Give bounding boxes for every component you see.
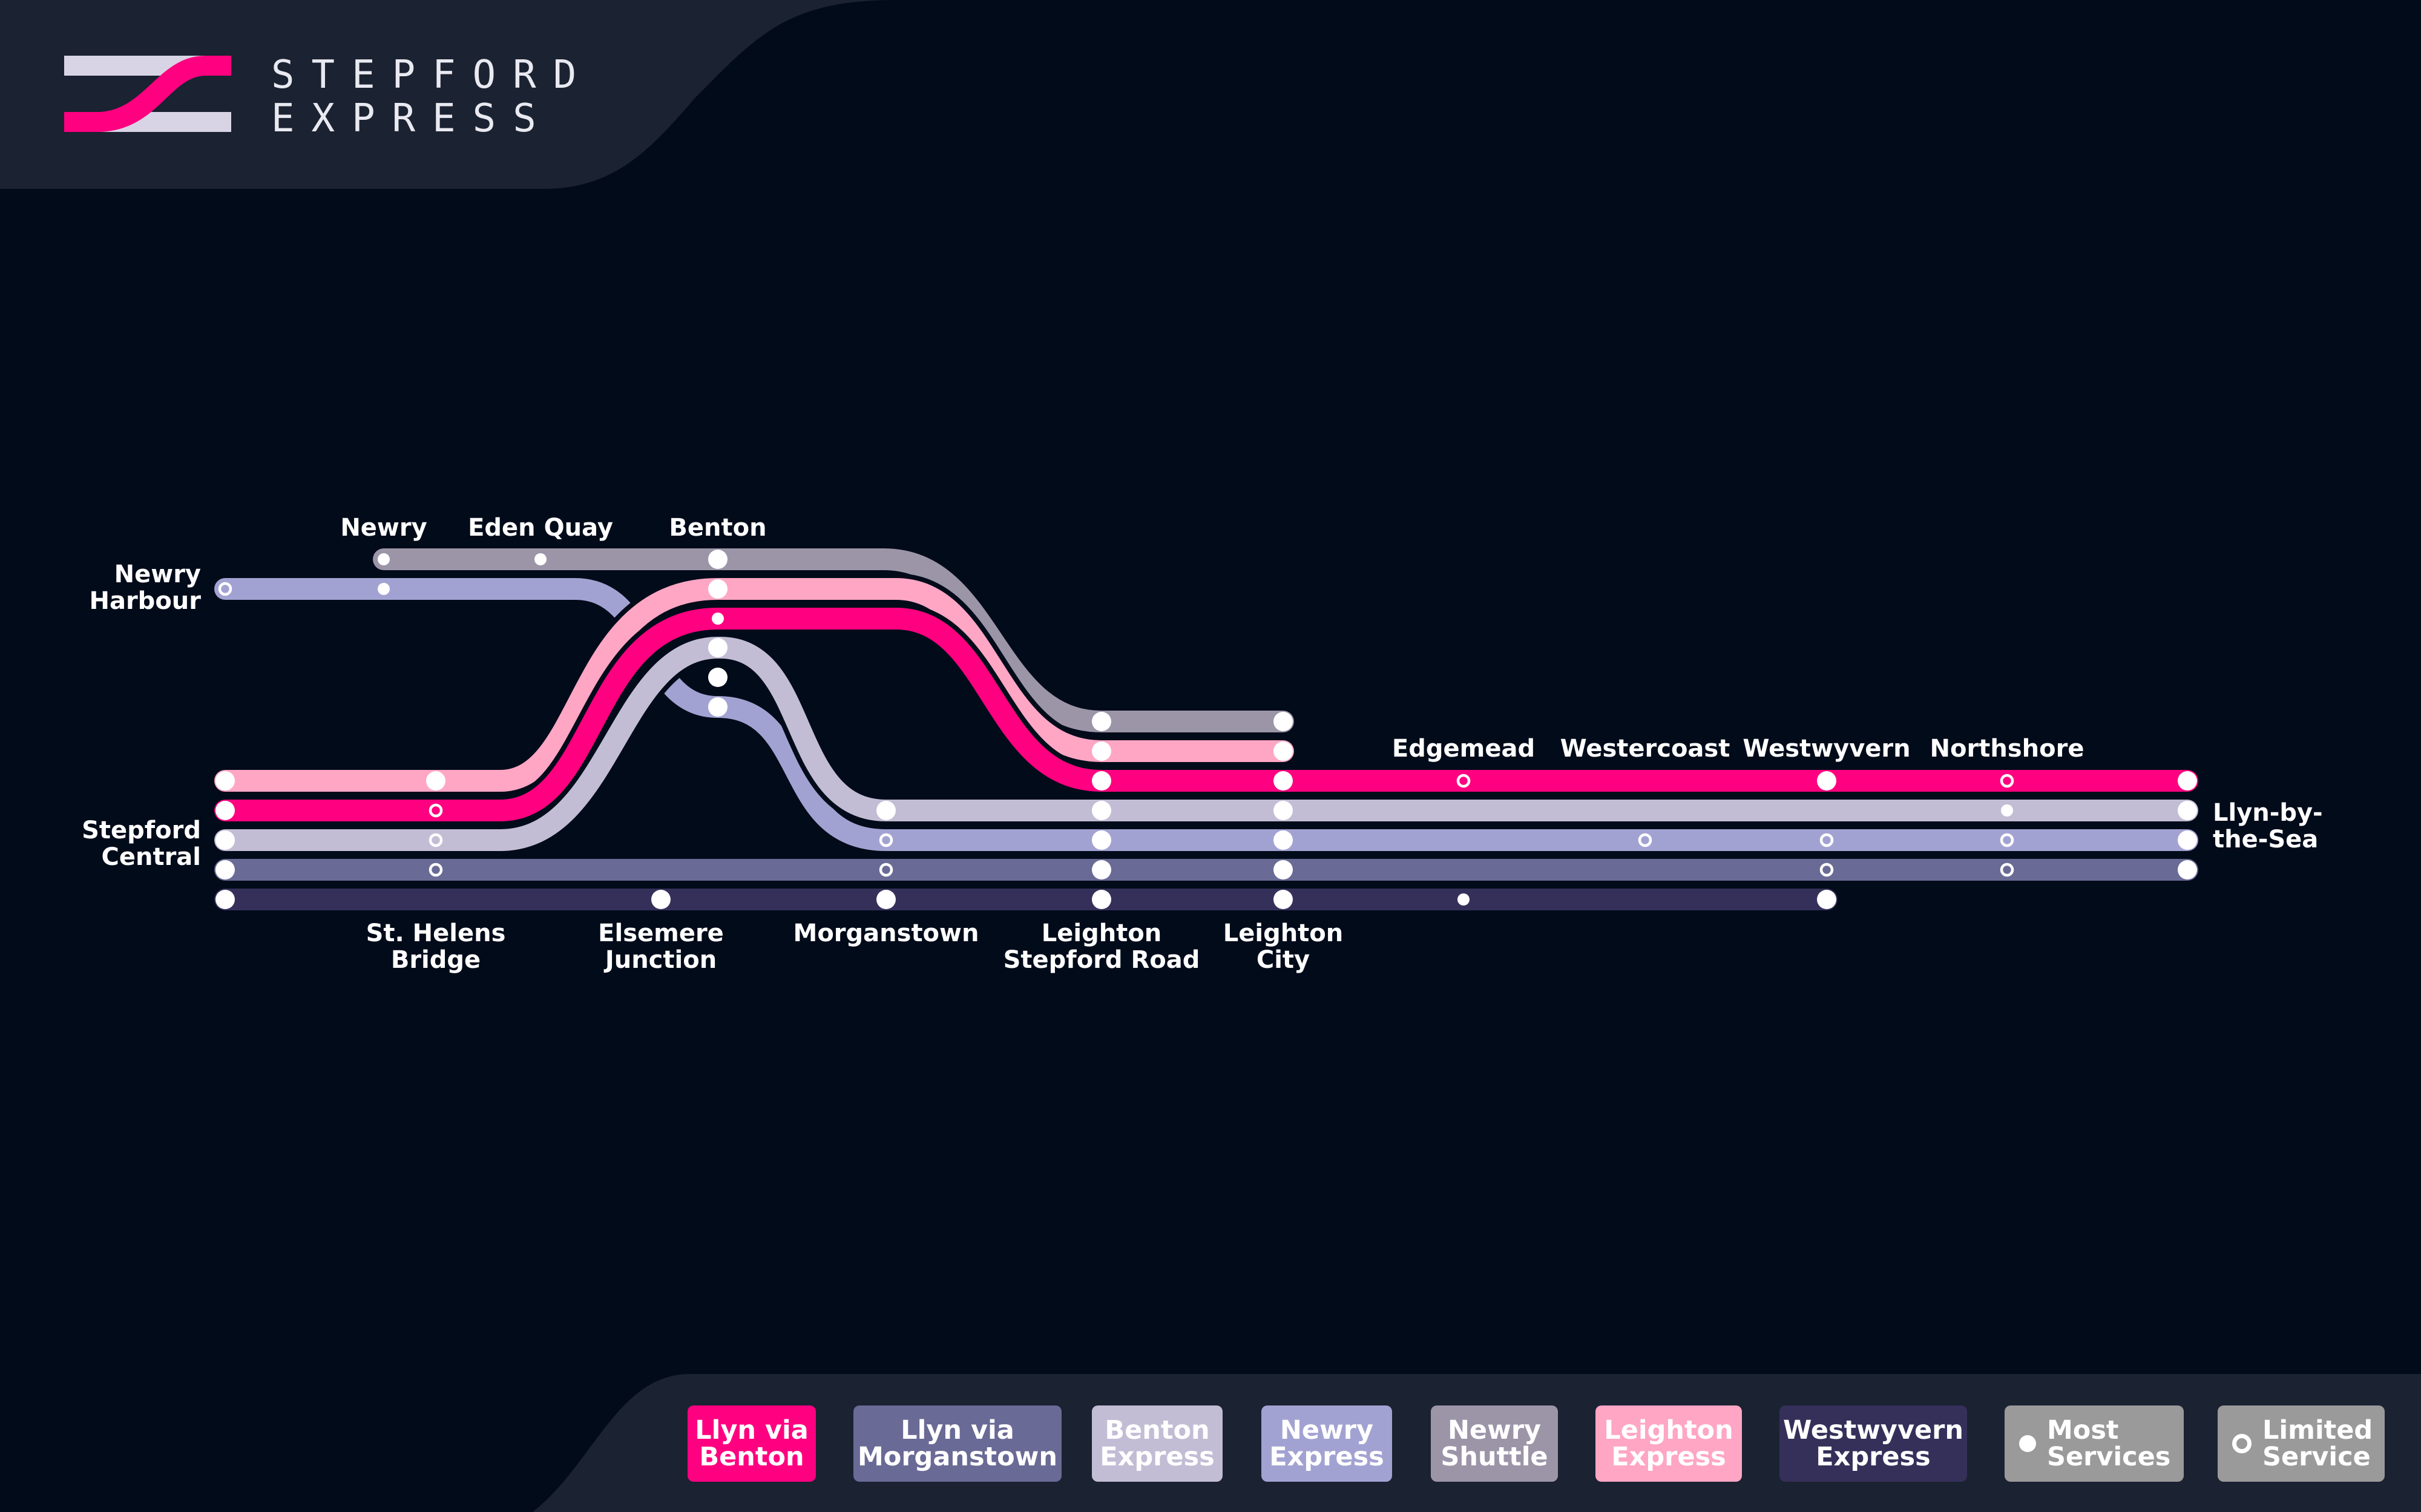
brand-line-2: EXPRESS bbox=[271, 96, 553, 141]
station-dot bbox=[876, 890, 896, 909]
station-label-northshore: Northshore bbox=[1930, 735, 2084, 763]
station-dot bbox=[1273, 771, 1293, 791]
station-dot bbox=[2178, 860, 2197, 879]
station-dot bbox=[2000, 863, 2014, 877]
station-dot bbox=[218, 582, 232, 596]
station-dot bbox=[2178, 771, 2197, 791]
legend-label: Leighton Express bbox=[1604, 1415, 1733, 1472]
station-dot bbox=[534, 553, 547, 565]
station-label-newry-harbour: Newry Harbour bbox=[89, 560, 201, 615]
station-dot bbox=[712, 613, 724, 625]
station-label-leighton-city: Leighton City bbox=[1223, 919, 1344, 974]
brand-wordmark: STEPFORD EXPRESS bbox=[271, 53, 593, 140]
legend-item-newry-express: Newry Express bbox=[1261, 1405, 1392, 1482]
station-dot bbox=[2178, 830, 2197, 850]
station-dot bbox=[708, 638, 728, 657]
station-dot bbox=[879, 863, 893, 877]
station-dot bbox=[215, 771, 235, 791]
header-panel bbox=[0, 0, 896, 189]
station-dot bbox=[2000, 833, 2014, 847]
station-dot bbox=[1638, 833, 1652, 847]
station-label-leighton-stepford-road: Leighton Stepford Road bbox=[1004, 919, 1200, 974]
legend-label: Llyn via Benton bbox=[695, 1415, 809, 1472]
station-dot bbox=[1456, 774, 1471, 788]
station-dot bbox=[429, 833, 443, 847]
station-dot bbox=[1092, 771, 1111, 791]
station-dots bbox=[215, 550, 2197, 909]
station-dot bbox=[708, 668, 728, 687]
station-dot bbox=[708, 697, 728, 717]
station-dot bbox=[429, 863, 443, 877]
station-dot bbox=[708, 550, 728, 569]
logo-icon bbox=[64, 56, 231, 132]
station-dot bbox=[651, 890, 671, 909]
station-label-st-helens-bridge: St. Helens Bridge bbox=[366, 919, 506, 974]
station-dot bbox=[1092, 801, 1111, 820]
most-services-icon bbox=[2019, 1435, 2036, 1452]
station-dot bbox=[215, 801, 235, 820]
station-dot bbox=[215, 860, 235, 879]
station-dot bbox=[879, 833, 893, 847]
station-dot bbox=[2000, 774, 2014, 788]
station-dot bbox=[378, 583, 390, 595]
station-label-morganstown: Morganstown bbox=[793, 919, 979, 947]
station-dot bbox=[1457, 893, 1470, 906]
legend-label: Westwyvern Express bbox=[1783, 1415, 1963, 1472]
station-dot bbox=[2178, 801, 2197, 820]
station-dot bbox=[1092, 830, 1111, 850]
station-dot bbox=[429, 803, 443, 818]
station-dot bbox=[215, 830, 235, 850]
station-label-westwyvern: Westwyvern bbox=[1743, 735, 1910, 763]
station-dot bbox=[215, 890, 235, 909]
station-labels: Newry Eden Quay Benton Newry Harbour Stepford… bbox=[82, 514, 2323, 974]
legend-symbol-limited-service: Limited Service bbox=[2218, 1405, 2385, 1482]
legend-item-westwyvern-express: Westwyvern Express bbox=[1779, 1405, 1967, 1482]
brand-line-1: STEPFORD bbox=[271, 53, 594, 97]
station-dot bbox=[1273, 741, 1293, 761]
station-dot bbox=[1092, 860, 1111, 879]
station-dot bbox=[1273, 830, 1293, 850]
station-dot bbox=[1817, 890, 1836, 909]
station-dot bbox=[2001, 804, 2013, 817]
station-dot bbox=[1819, 863, 1834, 877]
station-dot bbox=[1273, 801, 1293, 820]
limited-service-icon bbox=[2232, 1434, 2252, 1453]
station-dot bbox=[1273, 890, 1293, 909]
station-label-elsemere-junction: Elsemere Junction bbox=[598, 919, 724, 974]
station-label-benton: Benton bbox=[669, 514, 766, 542]
legend-symbol-most-services: Most Services bbox=[2005, 1405, 2184, 1482]
station-dot bbox=[426, 771, 445, 791]
legend-item-llyn-via-morganstown: Llyn via Morganstown bbox=[853, 1405, 1062, 1482]
station-dot bbox=[1273, 860, 1293, 879]
station-dot bbox=[876, 801, 896, 820]
legend-label: Most Services bbox=[2047, 1415, 2171, 1472]
legend-item-leighton-express: Leighton Express bbox=[1595, 1405, 1742, 1482]
station-label-newry: Newry bbox=[340, 514, 427, 542]
station-dot bbox=[1092, 890, 1111, 909]
station-dot bbox=[1817, 771, 1836, 791]
legend-item-llyn-via-benton: Llyn via Benton bbox=[688, 1405, 816, 1482]
station-label-stepford-central: Stepford Central bbox=[82, 817, 201, 871]
station-label-westercoast: Westercoast bbox=[1560, 735, 1730, 763]
route-lines bbox=[209, 544, 2203, 915]
station-label-llyn-by-the-sea: Llyn-by-the-Sea bbox=[2213, 799, 2323, 853]
legend-label: Newry Shuttle bbox=[1440, 1415, 1548, 1472]
station-dot bbox=[378, 553, 390, 565]
legend-label: Llyn via Morganstown bbox=[858, 1415, 1057, 1472]
legend-item-newry-shuttle: Newry Shuttle bbox=[1431, 1405, 1558, 1482]
station-label-edgemead: Edgemead bbox=[1392, 735, 1535, 763]
station-label-eden-quay: Eden Quay bbox=[468, 514, 613, 542]
station-dot bbox=[1092, 741, 1111, 761]
station-dot bbox=[1092, 712, 1111, 731]
station-dot bbox=[1273, 712, 1293, 731]
legend-label: Limited Service bbox=[2262, 1415, 2373, 1472]
legend-label: Benton Express bbox=[1100, 1415, 1215, 1472]
legend-label: Newry Express bbox=[1269, 1415, 1384, 1472]
station-dot bbox=[1819, 833, 1834, 847]
legend-item-benton-express: Benton Express bbox=[1092, 1405, 1223, 1482]
station-dot bbox=[708, 579, 728, 599]
